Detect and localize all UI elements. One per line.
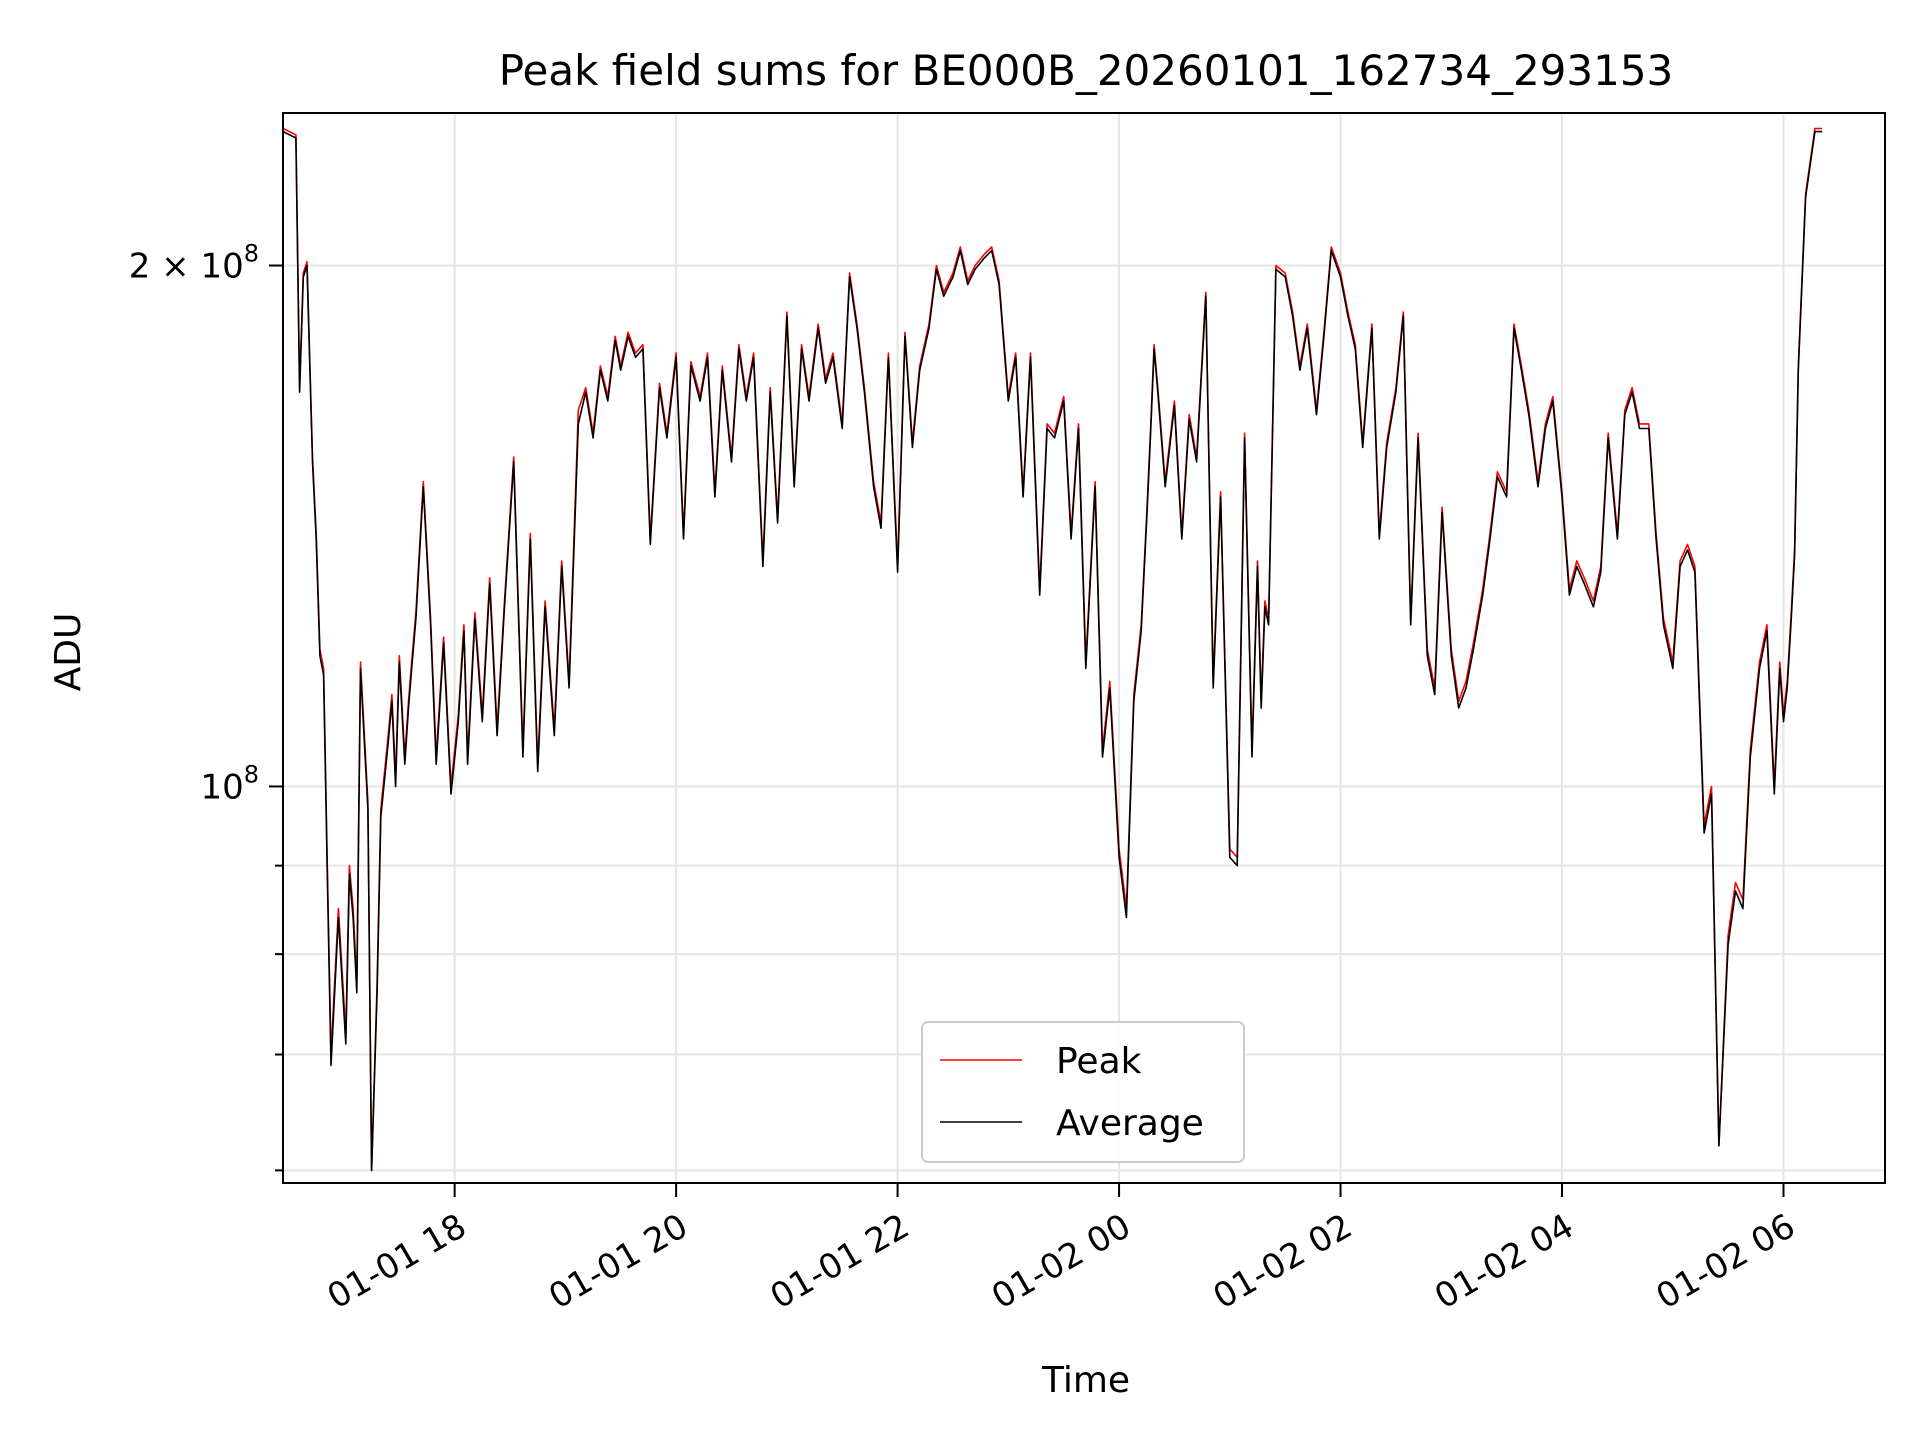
y-tick-label: 108 bbox=[200, 760, 259, 807]
y-tick-label-exponent: 8 bbox=[244, 760, 259, 788]
y-tick-label: 2 × 108 bbox=[129, 240, 259, 287]
y-tick-label-base: 10 bbox=[200, 767, 243, 807]
legend-label-average: Average bbox=[1056, 1103, 1204, 1144]
y-tick-label-exponent: 8 bbox=[244, 240, 259, 268]
y-axis-label: ADU bbox=[48, 613, 89, 692]
plot-area-frame bbox=[282, 112, 1886, 1184]
series-lines bbox=[283, 127, 1823, 1172]
legend: Peak Average bbox=[921, 1021, 1245, 1163]
legend-box bbox=[921, 1021, 1245, 1163]
chart-title: Peak field sums for BE000B_20260101_1627… bbox=[499, 46, 1674, 95]
y-tick-label-base: 2 × 10 bbox=[129, 247, 244, 287]
x-axis-label: Time bbox=[1041, 1360, 1130, 1401]
legend-label-peak: Peak bbox=[1056, 1041, 1142, 1082]
series-line-average bbox=[283, 130, 1823, 1172]
grid-lines bbox=[283, 113, 1885, 1183]
